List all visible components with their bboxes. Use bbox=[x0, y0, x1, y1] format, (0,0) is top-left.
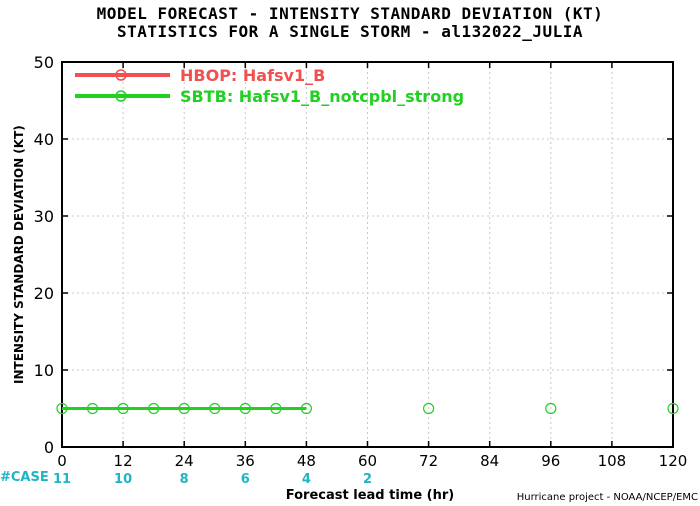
y-tick-label-20: 20 bbox=[34, 284, 54, 303]
y-tick-label-0: 0 bbox=[44, 438, 54, 457]
y-tick-label-10: 10 bbox=[34, 361, 54, 380]
y-tick-label-40: 40 bbox=[34, 130, 54, 149]
case-count-36: 6 bbox=[241, 472, 250, 487]
x-tick-label-120: 120 bbox=[659, 452, 688, 470]
case-count-12: 10 bbox=[114, 472, 132, 487]
y-tick-label-50: 50 bbox=[34, 53, 54, 72]
x-tick-label-12: 12 bbox=[114, 452, 133, 470]
x-tick-label-96: 96 bbox=[541, 452, 560, 470]
series-1-point-1 bbox=[86, 402, 99, 415]
case-count-24: 8 bbox=[180, 472, 189, 487]
credit-text: Hurricane project - NOAA/NCEP/EMC bbox=[516, 492, 698, 503]
legend-label-1: SBTB: Hafsv1_B_notcpbl_strong bbox=[180, 87, 464, 106]
chart-title-line-1: MODEL FORECAST - INTENSITY STANDARD DEVI… bbox=[96, 4, 604, 23]
legend-marker-0 bbox=[115, 69, 127, 81]
x-tick-label-24: 24 bbox=[175, 452, 194, 470]
series-1-point-5 bbox=[209, 402, 221, 415]
legend-marker-1 bbox=[115, 90, 127, 102]
x-tick-label-36: 36 bbox=[236, 452, 255, 470]
x-axis-label: Forecast lead time (hr) bbox=[285, 488, 455, 503]
series-1-point-4 bbox=[178, 402, 190, 415]
x-tick-label-72: 72 bbox=[419, 452, 438, 470]
case-count-48: 4 bbox=[302, 472, 311, 487]
case-count-0: 11 bbox=[53, 472, 71, 487]
chart-title-line-2: STATISTICS FOR A SINGLE STORM - al132022… bbox=[116, 22, 584, 41]
y-axis-label: INTENSITY STANDARD DEVIATION (KT) bbox=[12, 125, 26, 384]
series-1-point-3 bbox=[148, 402, 160, 415]
x-tick-label-84: 84 bbox=[480, 452, 499, 470]
series-1-point-10 bbox=[545, 402, 557, 415]
series-1-point-6 bbox=[239, 402, 251, 415]
series-1-point-2 bbox=[117, 402, 129, 415]
x-tick-label-48: 48 bbox=[297, 452, 316, 470]
series-1-point-9 bbox=[423, 402, 435, 415]
series-1-point-8 bbox=[300, 402, 312, 415]
x-tick-label-0: 0 bbox=[57, 452, 67, 470]
y-tick-label-30: 30 bbox=[34, 207, 54, 226]
series-1-point-0 bbox=[56, 402, 68, 415]
plot-frame bbox=[61, 61, 674, 448]
x-tick-label-108: 108 bbox=[598, 452, 627, 470]
legend-label-0: HBOP: Hafsv1_B bbox=[180, 66, 325, 85]
case-count-label: #CASE bbox=[0, 470, 49, 485]
x-tick-label-60: 60 bbox=[358, 452, 377, 470]
case-count-60: 2 bbox=[363, 472, 372, 487]
series-1-point-7 bbox=[270, 402, 282, 415]
series-1-point-11 bbox=[667, 402, 679, 415]
